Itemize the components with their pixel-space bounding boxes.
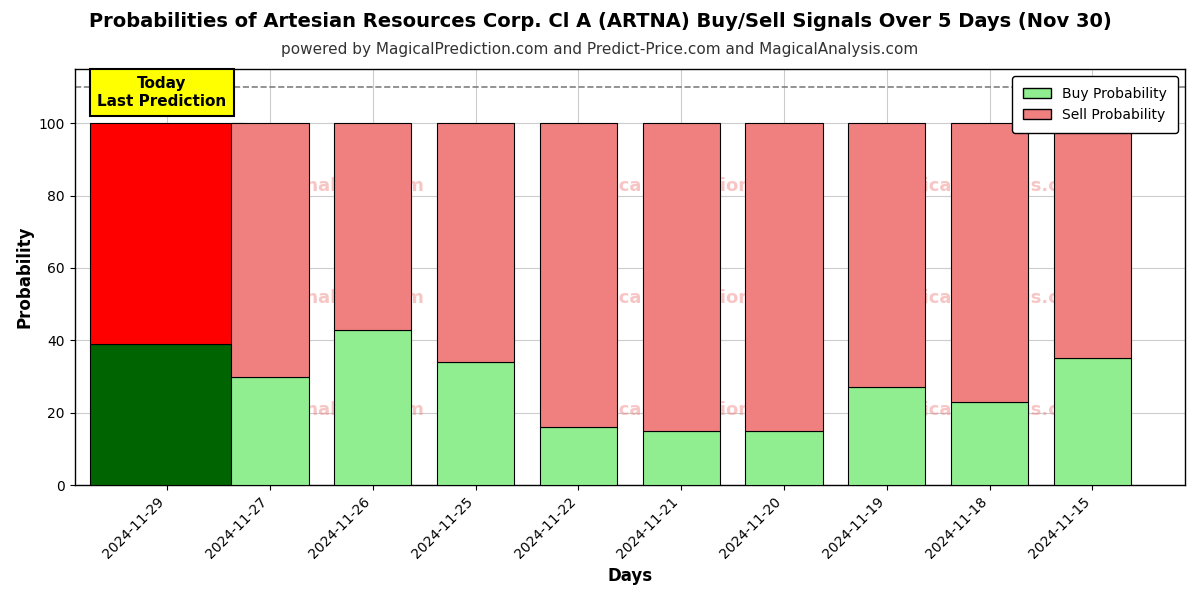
Bar <box>540 427 617 485</box>
Bar <box>745 123 822 431</box>
Text: MagicalAnalysis.com: MagicalAnalysis.com <box>881 176 1090 194</box>
Bar <box>848 388 925 485</box>
Text: MagicalPrediction.com: MagicalPrediction.com <box>570 401 800 419</box>
Bar <box>335 329 412 485</box>
Bar <box>232 377 308 485</box>
Text: MagicalAnalysis.com: MagicalAnalysis.com <box>881 401 1090 419</box>
Text: Probabilities of Artesian Resources Corp. Cl A (ARTNA) Buy/Sell Signals Over 5 D: Probabilities of Artesian Resources Corp… <box>89 12 1111 31</box>
Text: powered by MagicalPrediction.com and Predict-Price.com and MagicalAnalysis.com: powered by MagicalPrediction.com and Pre… <box>281 42 919 57</box>
Bar <box>335 123 412 329</box>
Y-axis label: Probability: Probability <box>16 226 34 328</box>
Text: MagicalAnalysis.com: MagicalAnalysis.com <box>214 289 424 307</box>
Bar <box>1054 358 1132 485</box>
Bar <box>232 123 308 377</box>
Legend: Buy Probability, Sell Probability: Buy Probability, Sell Probability <box>1012 76 1178 133</box>
X-axis label: Days: Days <box>607 567 653 585</box>
Bar <box>952 402 1028 485</box>
Text: Today
Last Prediction: Today Last Prediction <box>97 76 227 109</box>
Text: MagicalPrediction.com: MagicalPrediction.com <box>570 289 800 307</box>
Bar <box>437 123 514 362</box>
Bar <box>540 123 617 427</box>
Text: MagicalAnalysis.com: MagicalAnalysis.com <box>881 289 1090 307</box>
Text: MagicalAnalysis.com: MagicalAnalysis.com <box>214 176 424 194</box>
Bar <box>952 123 1028 402</box>
Bar <box>745 431 822 485</box>
Bar <box>848 123 925 388</box>
Bar <box>643 431 720 485</box>
Text: MagicalAnalysis.com: MagicalAnalysis.com <box>214 401 424 419</box>
Bar <box>90 344 245 485</box>
Text: MagicalPrediction.com: MagicalPrediction.com <box>570 176 800 194</box>
Bar <box>90 123 245 344</box>
Bar <box>643 123 720 431</box>
Bar <box>437 362 514 485</box>
Bar <box>1054 123 1132 358</box>
